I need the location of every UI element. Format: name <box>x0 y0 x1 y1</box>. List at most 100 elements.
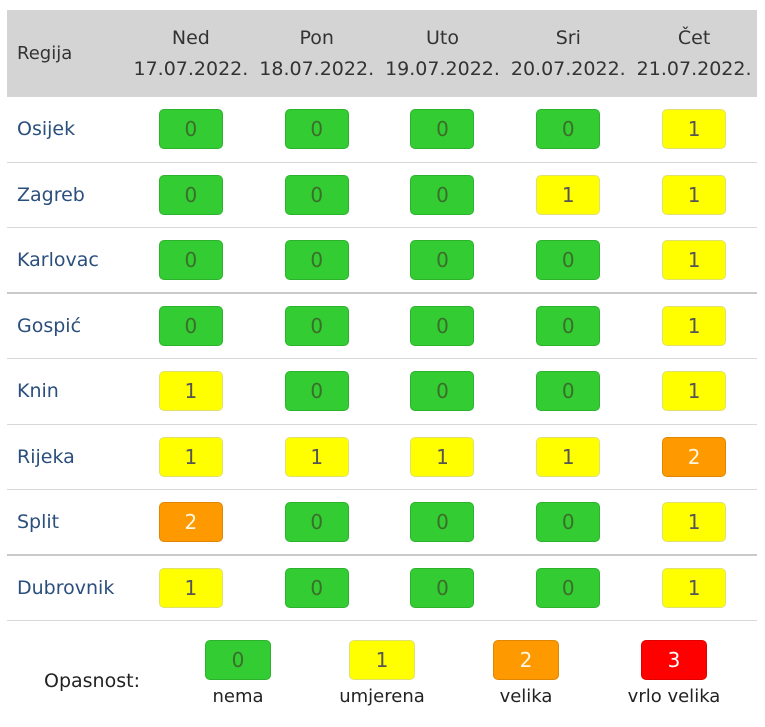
danger-level-badge: 1 <box>662 567 727 608</box>
danger-level-badge: 0 <box>536 239 601 280</box>
danger-level-badge: 1 <box>662 501 727 542</box>
danger-level-badge: 0 <box>536 109 601 150</box>
danger-cell: 1 <box>380 425 506 490</box>
danger-cell: 1 <box>128 425 254 490</box>
danger-cell: 2 <box>128 490 254 554</box>
danger-cell: 1 <box>631 359 757 424</box>
danger-cell: 0 <box>380 359 506 424</box>
danger-cell: 1 <box>631 294 757 359</box>
region-name[interactable]: Karlovac <box>17 248 99 271</box>
legend-item-moderate: 1 umjerena <box>322 640 442 707</box>
danger-cell: 1 <box>505 425 631 490</box>
region-name[interactable]: Split <box>17 510 60 533</box>
danger-level-badge: 0 <box>410 174 475 215</box>
danger-level-badge: 0 <box>158 109 223 150</box>
legend-item-high: 2 velika <box>466 640 586 707</box>
danger-cell: 1 <box>631 556 757 621</box>
danger-cell: 0 <box>254 97 380 162</box>
danger-level-badge: 0 <box>284 501 349 542</box>
danger-cell: 1 <box>631 163 757 228</box>
legend-label: Opasnost: <box>44 670 140 692</box>
danger-level-badge: 1 <box>536 436 601 477</box>
day-name: Pon <box>299 26 334 49</box>
table-row: Knin 1 0 0 0 1 <box>7 359 757 425</box>
danger-level-badge: 0 <box>536 371 601 412</box>
danger-level-badge: 0 <box>410 567 475 608</box>
danger-level-badge: 1 <box>410 436 475 477</box>
danger-level-badge: 0 <box>158 305 223 346</box>
day-date: 21.07.2022. <box>636 57 752 80</box>
danger-level-badge: 0 <box>284 109 349 150</box>
danger-cell: 1 <box>631 97 757 162</box>
table-header: Regija Ned 17.07.2022. Pon 18.07.2022. U… <box>7 10 757 97</box>
danger-cell: 0 <box>128 228 254 292</box>
region-name[interactable]: Gospić <box>17 314 82 337</box>
danger-cell: 1 <box>631 228 757 292</box>
danger-level-badge: 1 <box>158 436 223 477</box>
danger-level-badge: 1 <box>536 174 601 215</box>
day-date: 18.07.2022. <box>259 57 375 80</box>
danger-cell: 0 <box>505 228 631 292</box>
danger-cell: 0 <box>380 294 506 359</box>
region-name[interactable]: Dubrovnik <box>17 576 115 599</box>
day-header: Sri 20.07.2022. <box>505 10 631 97</box>
danger-level-badge: 0 <box>410 305 475 346</box>
danger-cell: 0 <box>505 490 631 554</box>
danger-legend: Opasnost: 0 nema 1 umjerena 2 velika 3 v… <box>0 640 765 720</box>
danger-level-badge: 0 <box>536 501 601 542</box>
table-row: Rijeka 1 1 1 1 2 <box>7 425 757 490</box>
region-name[interactable]: Rijeka <box>17 445 75 468</box>
table-row: Split 2 0 0 0 1 <box>7 490 757 556</box>
danger-cell: 0 <box>380 556 506 621</box>
legend-text: vrlo velika <box>627 686 721 707</box>
legend-badge: 3 <box>641 640 707 680</box>
danger-level-badge: 1 <box>284 436 349 477</box>
danger-level-badge: 0 <box>284 371 349 412</box>
day-header: Čet 21.07.2022. <box>631 10 757 97</box>
fire-danger-table: Regija Ned 17.07.2022. Pon 18.07.2022. U… <box>7 10 757 621</box>
danger-cell: 1 <box>631 490 757 554</box>
danger-level-badge: 0 <box>284 239 349 280</box>
day-header: Pon 18.07.2022. <box>254 10 380 97</box>
danger-cell: 0 <box>505 97 631 162</box>
legend-badge: 0 <box>205 640 271 680</box>
region-name[interactable]: Zagreb <box>17 183 85 206</box>
danger-level-badge: 1 <box>662 239 727 280</box>
day-name: Čet <box>677 26 711 49</box>
danger-cell: 2 <box>631 425 757 490</box>
legend-text: velika <box>499 686 553 707</box>
danger-level-badge: 0 <box>158 239 223 280</box>
danger-cell: 0 <box>505 556 631 621</box>
danger-cell: 0 <box>128 163 254 228</box>
danger-cell: 1 <box>254 425 380 490</box>
danger-level-badge: 0 <box>410 239 475 280</box>
danger-level-badge: 0 <box>284 174 349 215</box>
legend-text: nema <box>212 686 264 707</box>
danger-level-badge: 0 <box>410 501 475 542</box>
legend-item-very-high: 3 vrlo velika <box>614 640 734 707</box>
danger-level-badge: 0 <box>158 174 223 215</box>
danger-level-badge: 0 <box>410 371 475 412</box>
region-name[interactable]: Osijek <box>17 118 76 141</box>
danger-cell: 0 <box>380 163 506 228</box>
danger-level-badge: 1 <box>662 305 727 346</box>
danger-level-badge: 1 <box>662 174 727 215</box>
day-name: Ned <box>171 26 210 49</box>
region-name[interactable]: Knin <box>17 380 59 403</box>
day-date: 20.07.2022. <box>510 57 626 80</box>
danger-cell: 0 <box>505 294 631 359</box>
danger-cell: 0 <box>505 359 631 424</box>
day-name: Uto <box>426 26 459 49</box>
danger-cell: 0 <box>254 294 380 359</box>
danger-cell: 0 <box>254 228 380 292</box>
region-column-header: Regija <box>17 43 73 64</box>
day-name: Sri <box>555 26 581 49</box>
danger-level-badge: 0 <box>410 109 475 150</box>
day-date: 19.07.2022. <box>385 57 500 80</box>
danger-cell: 0 <box>254 163 380 228</box>
legend-text: umjerena <box>339 686 425 707</box>
day-header: Uto 19.07.2022. <box>380 10 506 97</box>
legend-item-none: 0 nema <box>178 640 298 707</box>
table-body: Osijek 0 0 0 0 1 Zagreb 0 0 0 1 1 Karlovac 0 0 0 0 1 Gospi… <box>7 97 757 621</box>
table-row: Osijek 0 0 0 0 1 <box>7 97 757 163</box>
